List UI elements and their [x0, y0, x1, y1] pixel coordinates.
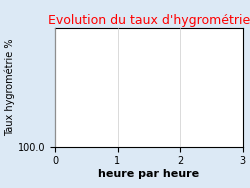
X-axis label: heure par heure: heure par heure [98, 169, 199, 179]
Title: Evolution du taux d'hygrométrie: Evolution du taux d'hygrométrie [48, 14, 250, 27]
Y-axis label: Taux hygrométrie %: Taux hygrométrie % [4, 39, 15, 136]
